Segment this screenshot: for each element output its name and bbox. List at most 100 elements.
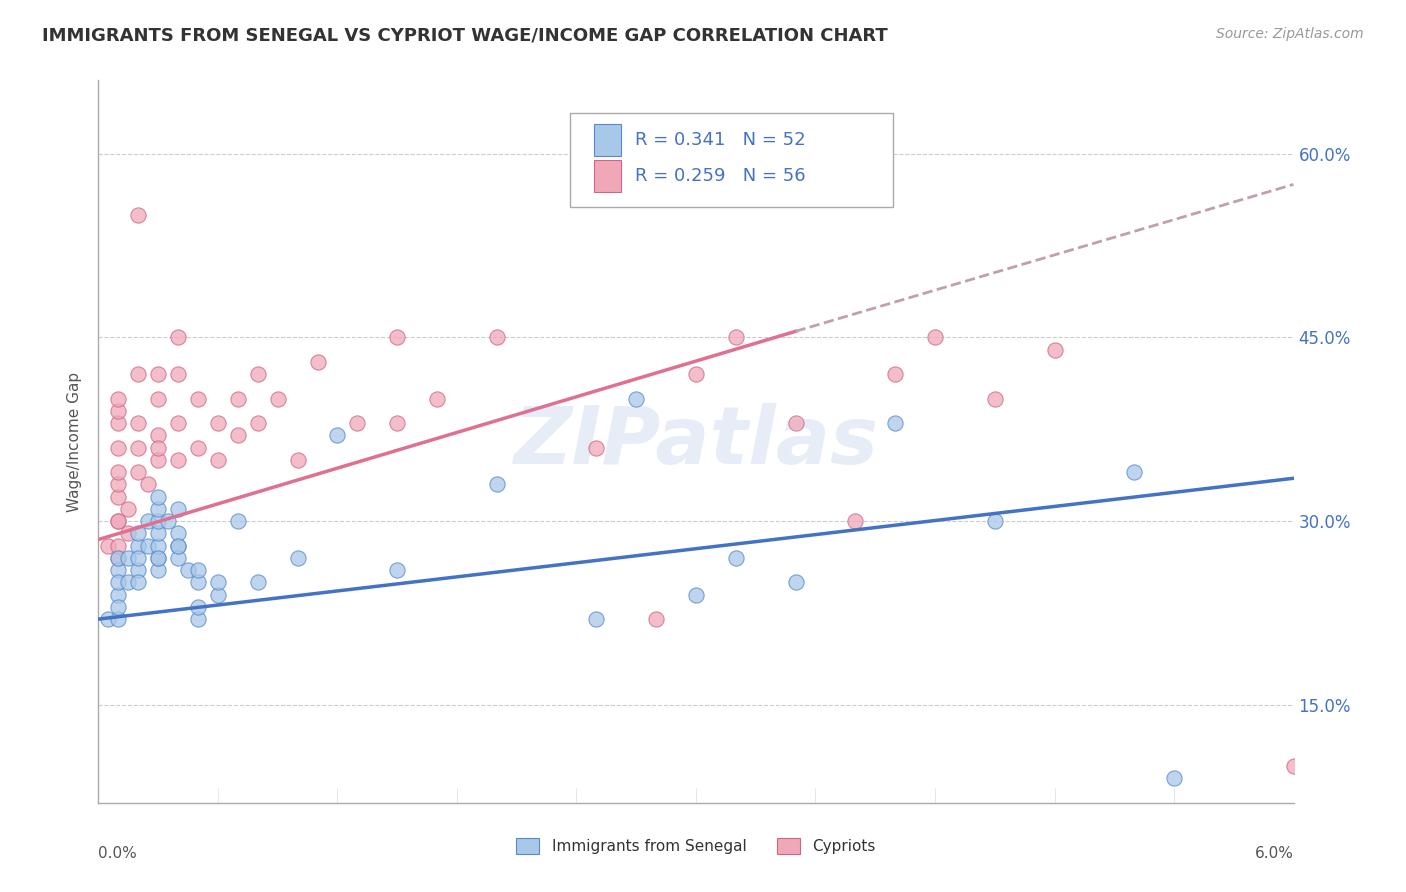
Point (107, 392, 129, 406)
Point (107, 575, 129, 590)
Point (187, 392, 209, 406)
Point (117, 550, 139, 565)
Point (485, 477, 508, 491)
Y-axis label: Wage/Income Gap: Wage/Income Gap (67, 371, 83, 512)
Point (246, 416, 269, 430)
Point (107, 490, 129, 504)
Point (148, 490, 170, 504)
Point (167, 453, 190, 467)
Point (385, 563, 409, 577)
Point (167, 367, 190, 381)
Point (107, 404, 129, 418)
Point (107, 465, 129, 479)
Point (1043, 343, 1066, 357)
Point (626, 392, 648, 406)
Point (148, 367, 170, 381)
Point (287, 453, 309, 467)
Point (148, 428, 170, 442)
Point (785, 416, 807, 430)
Point (127, 550, 149, 565)
Point (148, 502, 170, 516)
Point (157, 514, 180, 528)
Point (187, 441, 209, 455)
Point (307, 355, 329, 369)
Point (107, 514, 129, 528)
Point (1282, 759, 1305, 773)
Point (724, 330, 747, 344)
Point (246, 575, 269, 590)
Point (246, 367, 269, 381)
Point (187, 563, 209, 577)
Point (107, 416, 129, 430)
Point (207, 416, 229, 430)
Point (127, 416, 149, 430)
Point (148, 539, 170, 553)
Point (127, 208, 149, 222)
Point (107, 588, 129, 602)
Point (136, 514, 159, 528)
Point (107, 550, 129, 565)
Point (226, 428, 249, 442)
Point (127, 526, 149, 541)
Point (385, 416, 409, 430)
Text: IMMIGRANTS FROM SENEGAL VS CYPRIOT WAGE/INCOME GAP CORRELATION CHART: IMMIGRANTS FROM SENEGAL VS CYPRIOT WAGE/… (42, 27, 889, 45)
Point (585, 612, 607, 626)
Point (326, 428, 349, 442)
Point (167, 550, 190, 565)
Point (187, 599, 209, 614)
FancyBboxPatch shape (595, 124, 620, 156)
Point (107, 514, 129, 528)
Point (187, 575, 209, 590)
Point (207, 575, 229, 590)
Point (984, 514, 1007, 528)
Point (724, 550, 747, 565)
Point (127, 539, 149, 553)
Point (107, 539, 129, 553)
Point (127, 367, 149, 381)
Point (117, 526, 139, 541)
Point (1163, 772, 1185, 786)
Point (167, 416, 190, 430)
Point (97, 612, 120, 626)
Point (117, 502, 139, 516)
Point (346, 416, 368, 430)
Text: R = 0.341   N = 52: R = 0.341 N = 52 (636, 130, 806, 149)
Point (485, 330, 508, 344)
Point (426, 392, 449, 406)
Point (645, 612, 668, 626)
Text: ZIPatlas: ZIPatlas (513, 402, 879, 481)
Point (117, 575, 139, 590)
Point (1123, 465, 1146, 479)
Point (267, 392, 290, 406)
Point (385, 330, 409, 344)
Legend: Immigrants from Senegal, Cypriots: Immigrants from Senegal, Cypriots (510, 832, 882, 860)
Point (148, 550, 170, 565)
Point (226, 514, 249, 528)
Point (167, 539, 190, 553)
Point (148, 441, 170, 455)
Point (136, 539, 159, 553)
Point (107, 612, 129, 626)
Point (148, 514, 170, 528)
Point (207, 453, 229, 467)
Point (226, 392, 249, 406)
Point (984, 392, 1007, 406)
FancyBboxPatch shape (571, 112, 893, 207)
Point (167, 539, 190, 553)
Point (785, 575, 807, 590)
Point (127, 563, 149, 577)
FancyBboxPatch shape (595, 160, 620, 193)
Point (167, 330, 190, 344)
Point (148, 550, 170, 565)
Point (136, 477, 159, 491)
Point (177, 563, 200, 577)
Point (127, 441, 149, 455)
Point (187, 612, 209, 626)
Text: R = 0.259   N = 56: R = 0.259 N = 56 (636, 167, 806, 185)
Point (107, 441, 129, 455)
Point (97, 539, 120, 553)
Point (207, 588, 229, 602)
Point (924, 330, 946, 344)
Point (685, 588, 707, 602)
Point (167, 502, 190, 516)
